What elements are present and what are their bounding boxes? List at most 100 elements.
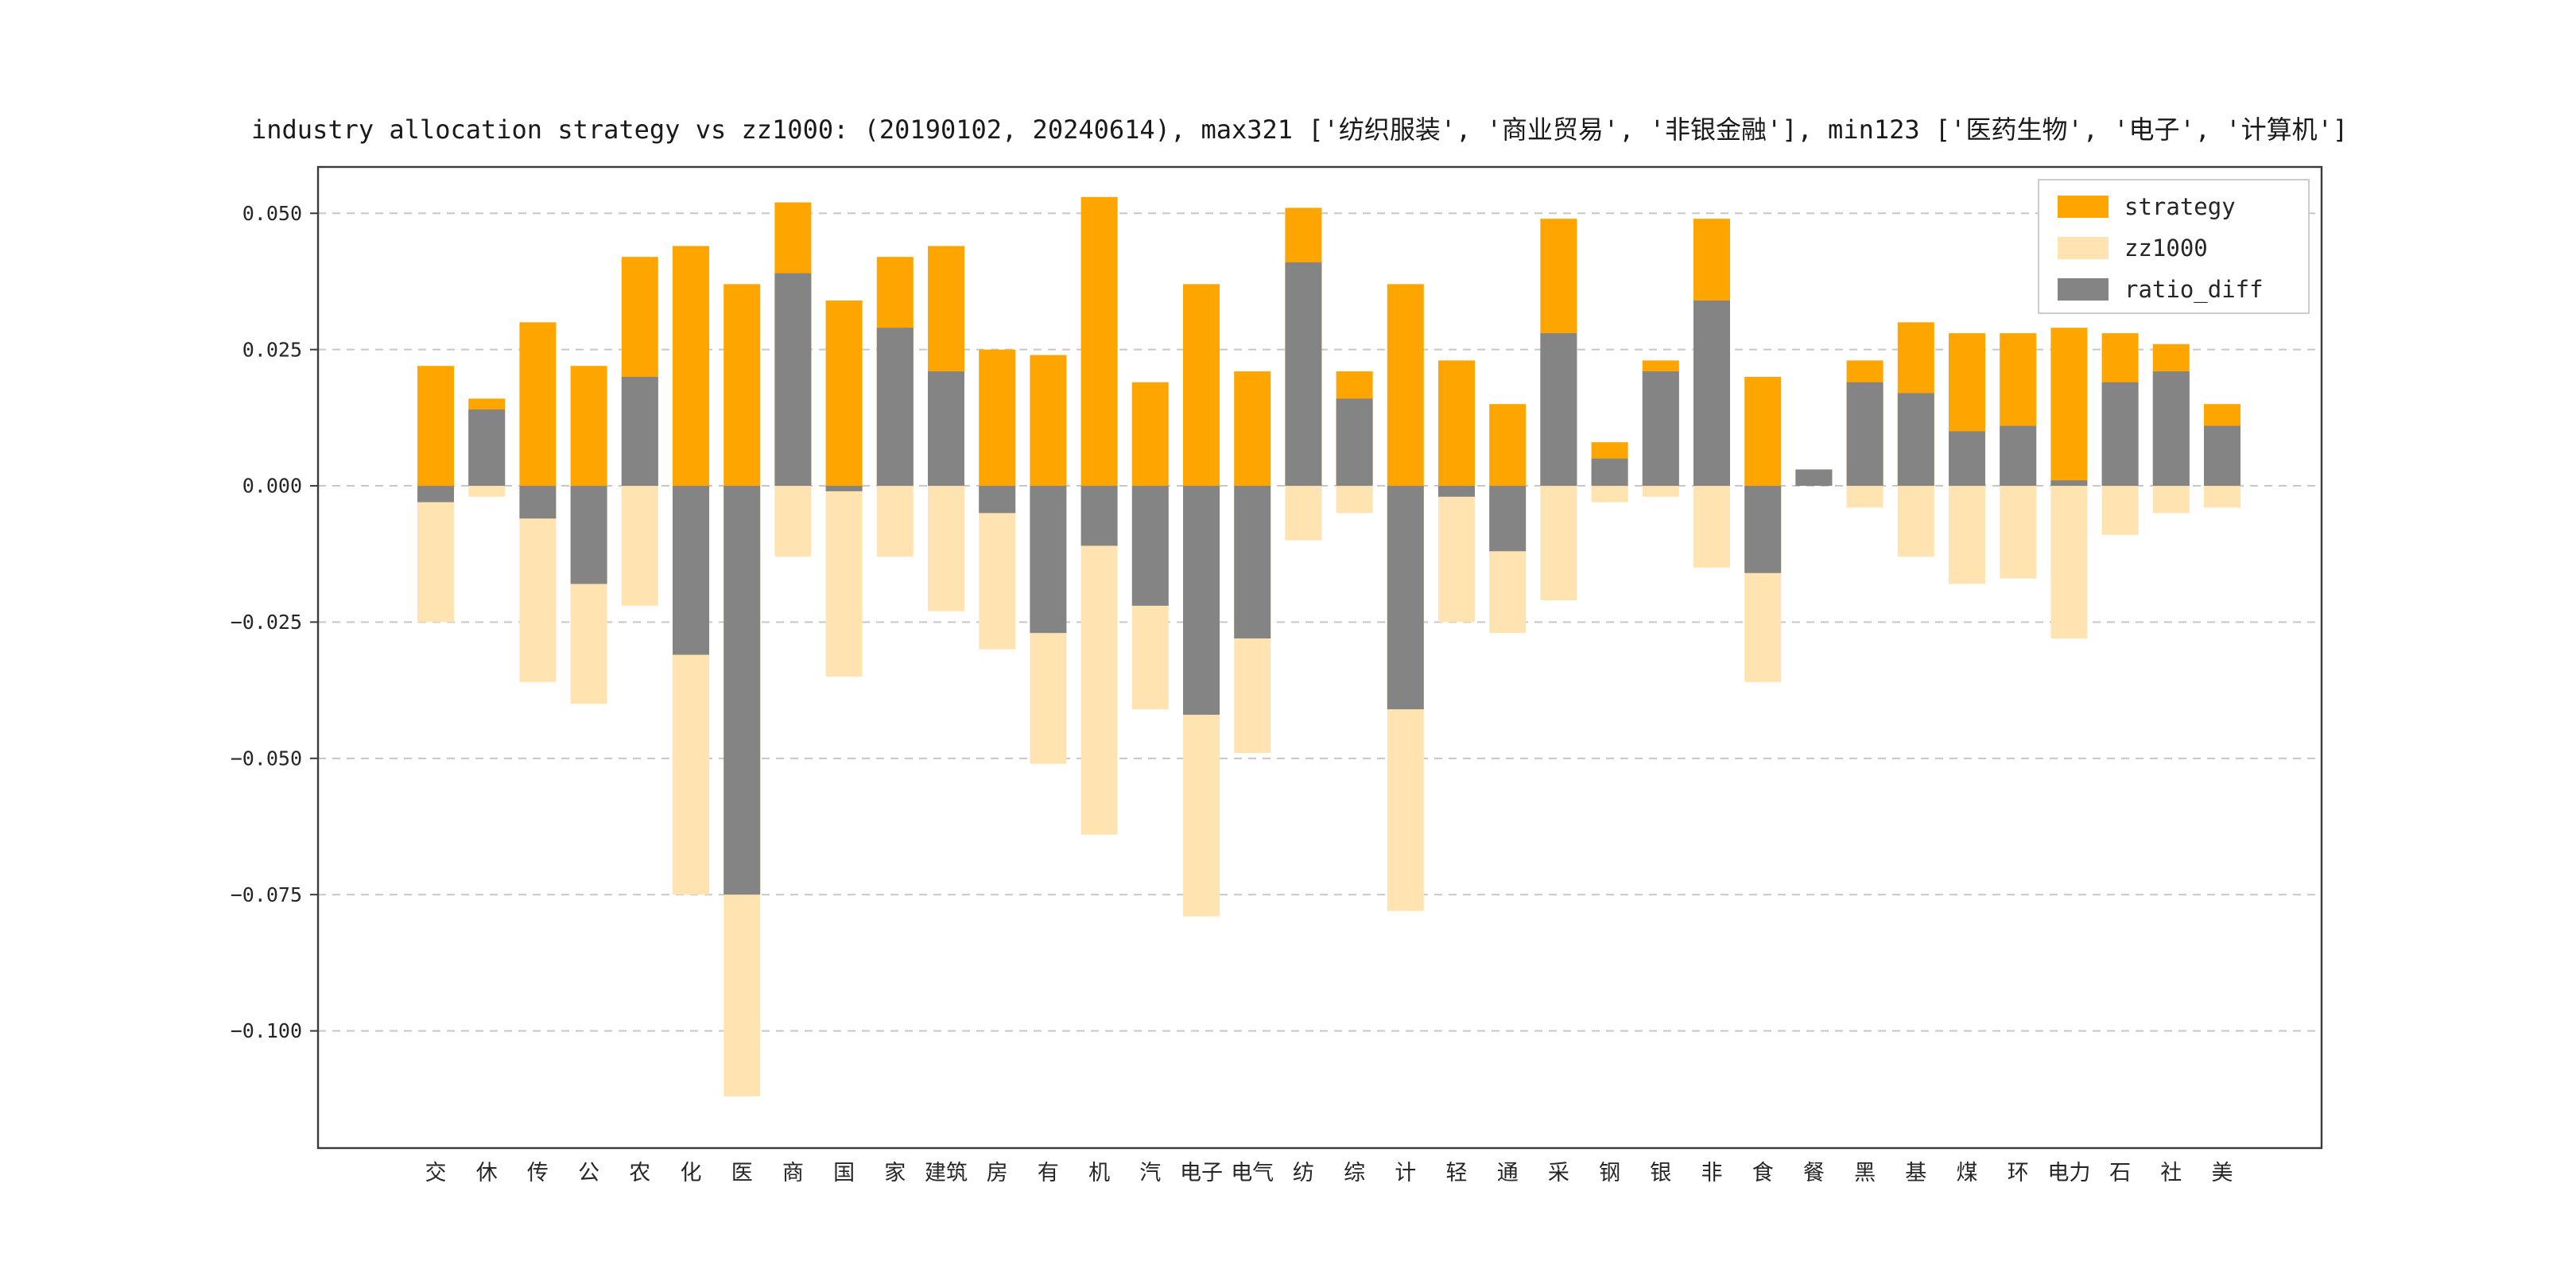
- x-tick-label: 钢: [1599, 1161, 1620, 1185]
- bar-zz1000: [468, 486, 506, 497]
- bar-ratio-diff: [1846, 382, 1884, 487]
- bar-zz1000: [1438, 486, 1475, 623]
- x-tick-label: 通: [1497, 1161, 1519, 1185]
- bar-strategy: [825, 300, 863, 487]
- bar-zz1000: [2000, 486, 2037, 579]
- bar-strategy: [979, 349, 1016, 487]
- bar-strategy: [673, 246, 709, 487]
- y-tick-label: 0.000: [242, 475, 302, 498]
- bar-ratio-diff: [2101, 382, 2139, 487]
- x-tick-label: 计: [1395, 1161, 1416, 1185]
- bar-ratio-diff: [1080, 486, 1118, 546]
- bar-ratio-diff: [2152, 371, 2190, 487]
- legend-label-zz1000: zz1000: [2124, 235, 2208, 262]
- bar-ratio-diff: [1387, 486, 1424, 710]
- bar-ratio-diff: [2204, 425, 2240, 487]
- bar-strategy: [1489, 404, 1527, 487]
- bar-ratio-diff: [1897, 393, 1934, 487]
- x-tick-label: 建筑: [925, 1161, 968, 1185]
- y-tick-label: −0.075: [231, 883, 302, 906]
- bar-ratio-diff: [1183, 486, 1220, 715]
- bar-ratio-diff: [1744, 486, 1782, 573]
- bar-ratio-diff: [417, 486, 454, 502]
- x-tick-label: 纺: [1293, 1161, 1314, 1185]
- bar-ratio-diff: [1540, 333, 1577, 487]
- x-tick-label: 煤: [1957, 1161, 1978, 1185]
- bar-strategy: [570, 366, 607, 487]
- bar-zz1000: [1540, 486, 1577, 601]
- bar-ratio-diff: [1642, 371, 1679, 487]
- y-tick-label: −0.050: [231, 747, 302, 770]
- x-tick-label: 石: [2109, 1161, 2131, 1185]
- legend-label-strategy: strategy: [2124, 193, 2236, 220]
- y-tick-label: −0.025: [231, 611, 302, 634]
- bar-strategy: [519, 322, 557, 487]
- legend-swatch-zz1000: [2058, 237, 2109, 259]
- x-tick-label: 环: [2008, 1161, 2029, 1185]
- bar-zz1000: [825, 486, 863, 677]
- x-tick-label: 休: [476, 1161, 498, 1185]
- x-tick-label: 化: [681, 1161, 702, 1185]
- x-tick-label: 家: [884, 1161, 906, 1185]
- x-tick-label: 美: [2212, 1161, 2233, 1185]
- bar-strategy: [1438, 360, 1475, 487]
- x-tick-label: 医: [731, 1161, 753, 1185]
- bar-ratio-diff: [2000, 425, 2037, 487]
- bar-ratio-diff: [1489, 486, 1527, 552]
- bar-zz1000: [1846, 486, 1884, 508]
- bar-ratio-diff: [1795, 469, 1833, 487]
- bar-zz1000: [1591, 486, 1628, 502]
- bar-ratio-diff: [1234, 486, 1271, 639]
- bar-ratio-diff: [1336, 398, 1373, 487]
- bar-strategy: [1387, 284, 1424, 487]
- bar-strategy: [1744, 376, 1782, 487]
- bar-ratio-diff: [1030, 486, 1067, 634]
- x-tick-label: 餐: [1803, 1161, 1825, 1185]
- y-tick-label: 0.025: [242, 338, 302, 361]
- y-tick-label: −0.100: [231, 1019, 302, 1042]
- x-tick-label: 国: [833, 1161, 855, 1185]
- bar-ratio-diff: [570, 486, 607, 584]
- bar-ratio-diff: [468, 409, 506, 487]
- bar-ratio-diff: [774, 273, 812, 487]
- bar-ratio-diff: [724, 486, 761, 895]
- bar-ratio-diff: [1438, 486, 1475, 497]
- bar-zz1000: [2050, 486, 2088, 639]
- x-tick-label: 银: [1650, 1161, 1671, 1185]
- bar-zz1000: [2152, 486, 2190, 514]
- bar-strategy: [1234, 371, 1271, 487]
- x-tick-label: 社: [2160, 1161, 2182, 1185]
- x-tick-label: 电力: [2047, 1161, 2090, 1185]
- x-tick-label: 综: [1344, 1161, 1365, 1185]
- bar-strategy: [1030, 355, 1067, 487]
- bar-strategy: [1131, 382, 1169, 487]
- bar-zz1000: [1949, 486, 1985, 584]
- bar-ratio-diff: [519, 486, 557, 519]
- x-tick-label: 电气: [1231, 1161, 1274, 1185]
- x-tick-label: 黑: [1854, 1161, 1876, 1185]
- bar-strategy: [2050, 328, 2088, 487]
- legend-label-ratio_diff: ratio_diff: [2124, 276, 2264, 304]
- bar-zz1000: [1897, 486, 1934, 557]
- bar-zz1000: [774, 486, 812, 557]
- bar-ratio-diff: [825, 486, 863, 491]
- bar-zz1000: [928, 486, 964, 611]
- legend-swatch-strategy: [2058, 196, 2109, 218]
- bar-strategy: [1080, 196, 1118, 487]
- bar-zz1000: [1285, 486, 1322, 541]
- bar-ratio-diff: [1285, 262, 1322, 487]
- x-tick-label: 电子: [1180, 1161, 1223, 1185]
- legend-swatch-ratio_diff: [2058, 278, 2109, 301]
- x-tick-label: 采: [1548, 1161, 1569, 1185]
- x-tick-label: 传: [527, 1161, 549, 1185]
- bar-zz1000: [2101, 486, 2139, 535]
- x-tick-label: 食: [1752, 1161, 1774, 1185]
- bar-ratio-diff: [928, 371, 964, 487]
- bar-strategy: [724, 284, 761, 487]
- bar-ratio-diff: [1949, 431, 1985, 487]
- x-tick-label: 轻: [1446, 1161, 1468, 1185]
- bar-ratio-diff: [1591, 458, 1628, 487]
- x-tick-label: 商: [782, 1161, 804, 1185]
- y-tick-label: 0.050: [242, 202, 302, 225]
- bar-zz1000: [1693, 486, 1730, 568]
